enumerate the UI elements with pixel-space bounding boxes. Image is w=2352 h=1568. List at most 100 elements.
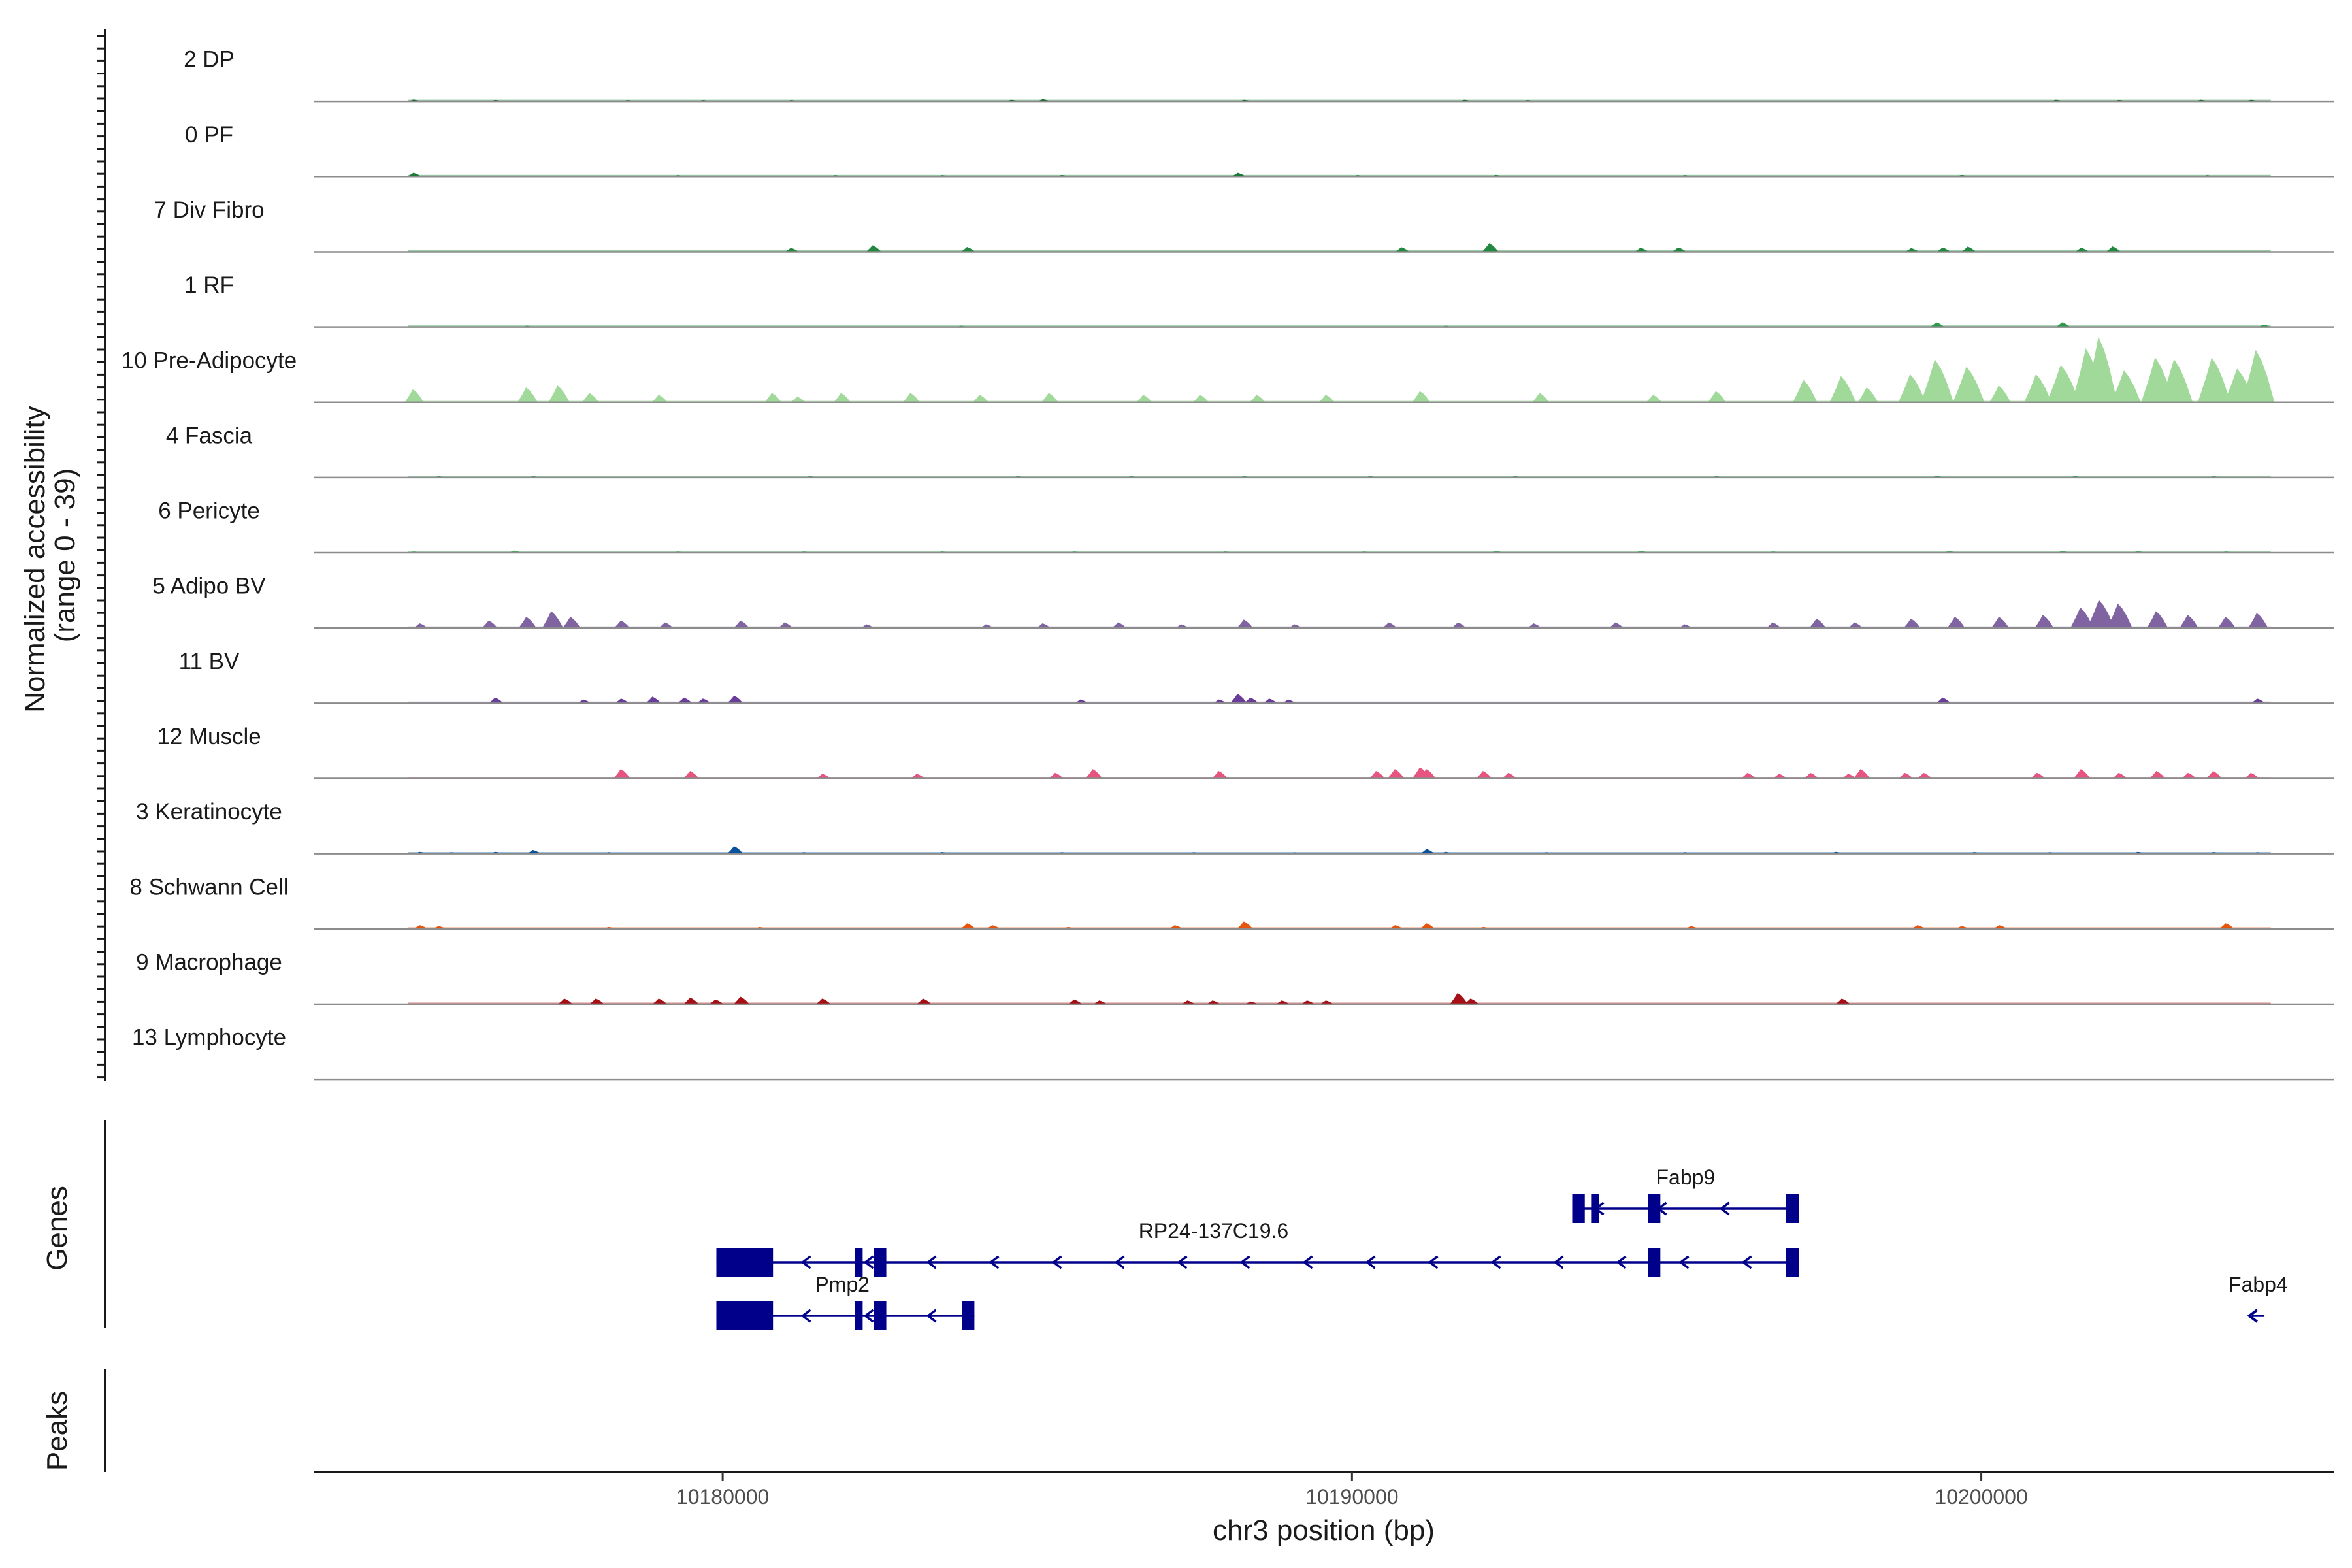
coverage-peak xyxy=(733,996,750,1004)
x-axis-title: chr3 position (bp) xyxy=(1213,1514,1435,1546)
x-axis-ticks: 10180000 10190000 10200000 xyxy=(676,1472,2028,1509)
coverage-peak xyxy=(557,998,573,1004)
coverage-peak xyxy=(1288,624,1303,629)
coverage-peak xyxy=(1232,172,1246,177)
track-10-pre-adipocyte: 10 Pre-Adipocyte xyxy=(122,336,2334,403)
strand-arrow xyxy=(1114,1255,1125,1269)
strand-arrow xyxy=(1365,1255,1376,1269)
coverage-peak xyxy=(1169,925,1183,929)
coverage-peak xyxy=(1829,376,1856,402)
coverage-peak xyxy=(1382,622,1397,629)
coverage-peak xyxy=(1320,1000,1334,1004)
coverage-peak xyxy=(1911,925,1925,929)
track-8-schwann-cell: 8 Schwann Cell xyxy=(129,874,2334,930)
coverage-peak xyxy=(1412,391,1431,402)
track-11-bv: 11 BV xyxy=(179,649,2334,704)
coverage-peak xyxy=(1192,395,1209,402)
track-label: 8 Schwann Cell xyxy=(129,874,288,900)
track-label: 9 Macrophage xyxy=(136,949,282,975)
coverage-peak xyxy=(1646,395,1662,402)
gene-exon xyxy=(1786,1248,1799,1277)
coverage-peak xyxy=(2074,248,2089,252)
coverage-peak xyxy=(1766,622,1782,629)
coverage-peak xyxy=(1991,617,2010,629)
y-axis-title: Normalized accessibility (range 0 - 39) xyxy=(19,398,81,713)
coverage-peak xyxy=(1420,849,1435,854)
coverage-peak xyxy=(1609,622,1624,629)
coverage-peak xyxy=(2219,923,2234,929)
accessibility-y-axis xyxy=(97,29,106,1081)
coverage-peak xyxy=(542,611,564,629)
coverage-peak xyxy=(1678,624,1693,629)
coverage-peak xyxy=(1835,998,1851,1004)
coverage-peak xyxy=(2030,772,2046,779)
coverage-peak xyxy=(1206,1000,1221,1004)
track-label: 10 Pre-Adipocyte xyxy=(122,348,297,373)
coverage-peak xyxy=(1230,694,1247,704)
coverage-peak xyxy=(1041,393,1058,402)
coverage-peak xyxy=(517,387,538,402)
gene-exon xyxy=(962,1301,975,1330)
coverage-peak xyxy=(1917,772,1933,779)
coverage-peak xyxy=(1804,772,1819,779)
strand-arrow xyxy=(863,1309,874,1323)
gene-fabp9: Fabp9 xyxy=(1572,1166,1799,1223)
coverage-peak xyxy=(413,623,428,629)
coverage-peak xyxy=(2149,771,2166,779)
track-2-dp: 2 DP xyxy=(184,47,2334,103)
strand-arrow xyxy=(800,1309,811,1323)
gene-label: Fabp4 xyxy=(2229,1273,2288,1296)
coverage-peak xyxy=(563,617,581,629)
coverage-peak xyxy=(683,997,699,1004)
coverage-peak xyxy=(1236,619,1254,629)
coverage-peak xyxy=(581,393,599,402)
coverage-peak xyxy=(548,385,570,402)
coverage-peak xyxy=(2181,772,2197,779)
coverage-peak xyxy=(1420,923,1435,929)
coverage-peak xyxy=(659,622,674,629)
gene-label: Pmp2 xyxy=(815,1273,870,1296)
coverage-peak xyxy=(1136,395,1152,402)
y-axis-title-line-1: Normalized accessibility xyxy=(19,406,51,712)
strand-arrow xyxy=(1678,1255,1690,1269)
coverage-peak xyxy=(1074,699,1088,704)
coverage-peak xyxy=(1211,771,1228,779)
coverage-peak xyxy=(2055,322,2070,327)
coverage-peak xyxy=(2111,370,2141,402)
coverage-peak xyxy=(407,172,421,177)
track-label: 13 Lymphocyte xyxy=(132,1025,286,1051)
coverage-peak xyxy=(1301,1000,1315,1004)
coverage-peak xyxy=(1451,622,1467,629)
coverage-peak xyxy=(2073,769,2091,779)
gene-label: RP24-137C19.6 xyxy=(1139,1219,1288,1243)
gene-exon xyxy=(1572,1194,1585,1223)
strand-arrow xyxy=(1553,1255,1564,1269)
coverage-peak xyxy=(2197,357,2230,402)
coverage-peak xyxy=(1263,698,1278,704)
coverage-peak xyxy=(1085,769,1103,779)
coverage-peak xyxy=(1068,999,1083,1004)
coverage-peak xyxy=(2217,617,2236,629)
gene-label: Fabp9 xyxy=(1656,1166,1715,1189)
coverage-peak xyxy=(1961,246,1976,252)
strand-arrow xyxy=(2247,1309,2258,1323)
coverage-peak xyxy=(1772,774,1788,779)
strand-arrow xyxy=(1719,1201,1730,1216)
coverage-peak xyxy=(1898,772,1914,779)
track-label: 1 RF xyxy=(184,272,234,298)
coverage-peak xyxy=(1463,998,1479,1004)
track-1-rf: 1 RF xyxy=(184,272,2334,328)
x-tick-label: 10180000 xyxy=(676,1485,769,1509)
gene-exon xyxy=(1648,1248,1661,1277)
track-label: 12 Muscle xyxy=(157,724,261,749)
coverage-peak xyxy=(2046,365,2080,402)
genes-panel-title: Genes xyxy=(41,1186,73,1271)
track-label: 6 Pericyte xyxy=(158,498,260,524)
coverage-peak xyxy=(2179,615,2199,629)
strand-arrow xyxy=(1177,1255,1188,1269)
coverage-peak xyxy=(1093,1000,1107,1004)
coverage-peak xyxy=(2147,611,2168,629)
coverage-peak xyxy=(866,245,882,252)
coverage-peak xyxy=(1181,1000,1196,1004)
coverage-peak xyxy=(577,699,591,704)
